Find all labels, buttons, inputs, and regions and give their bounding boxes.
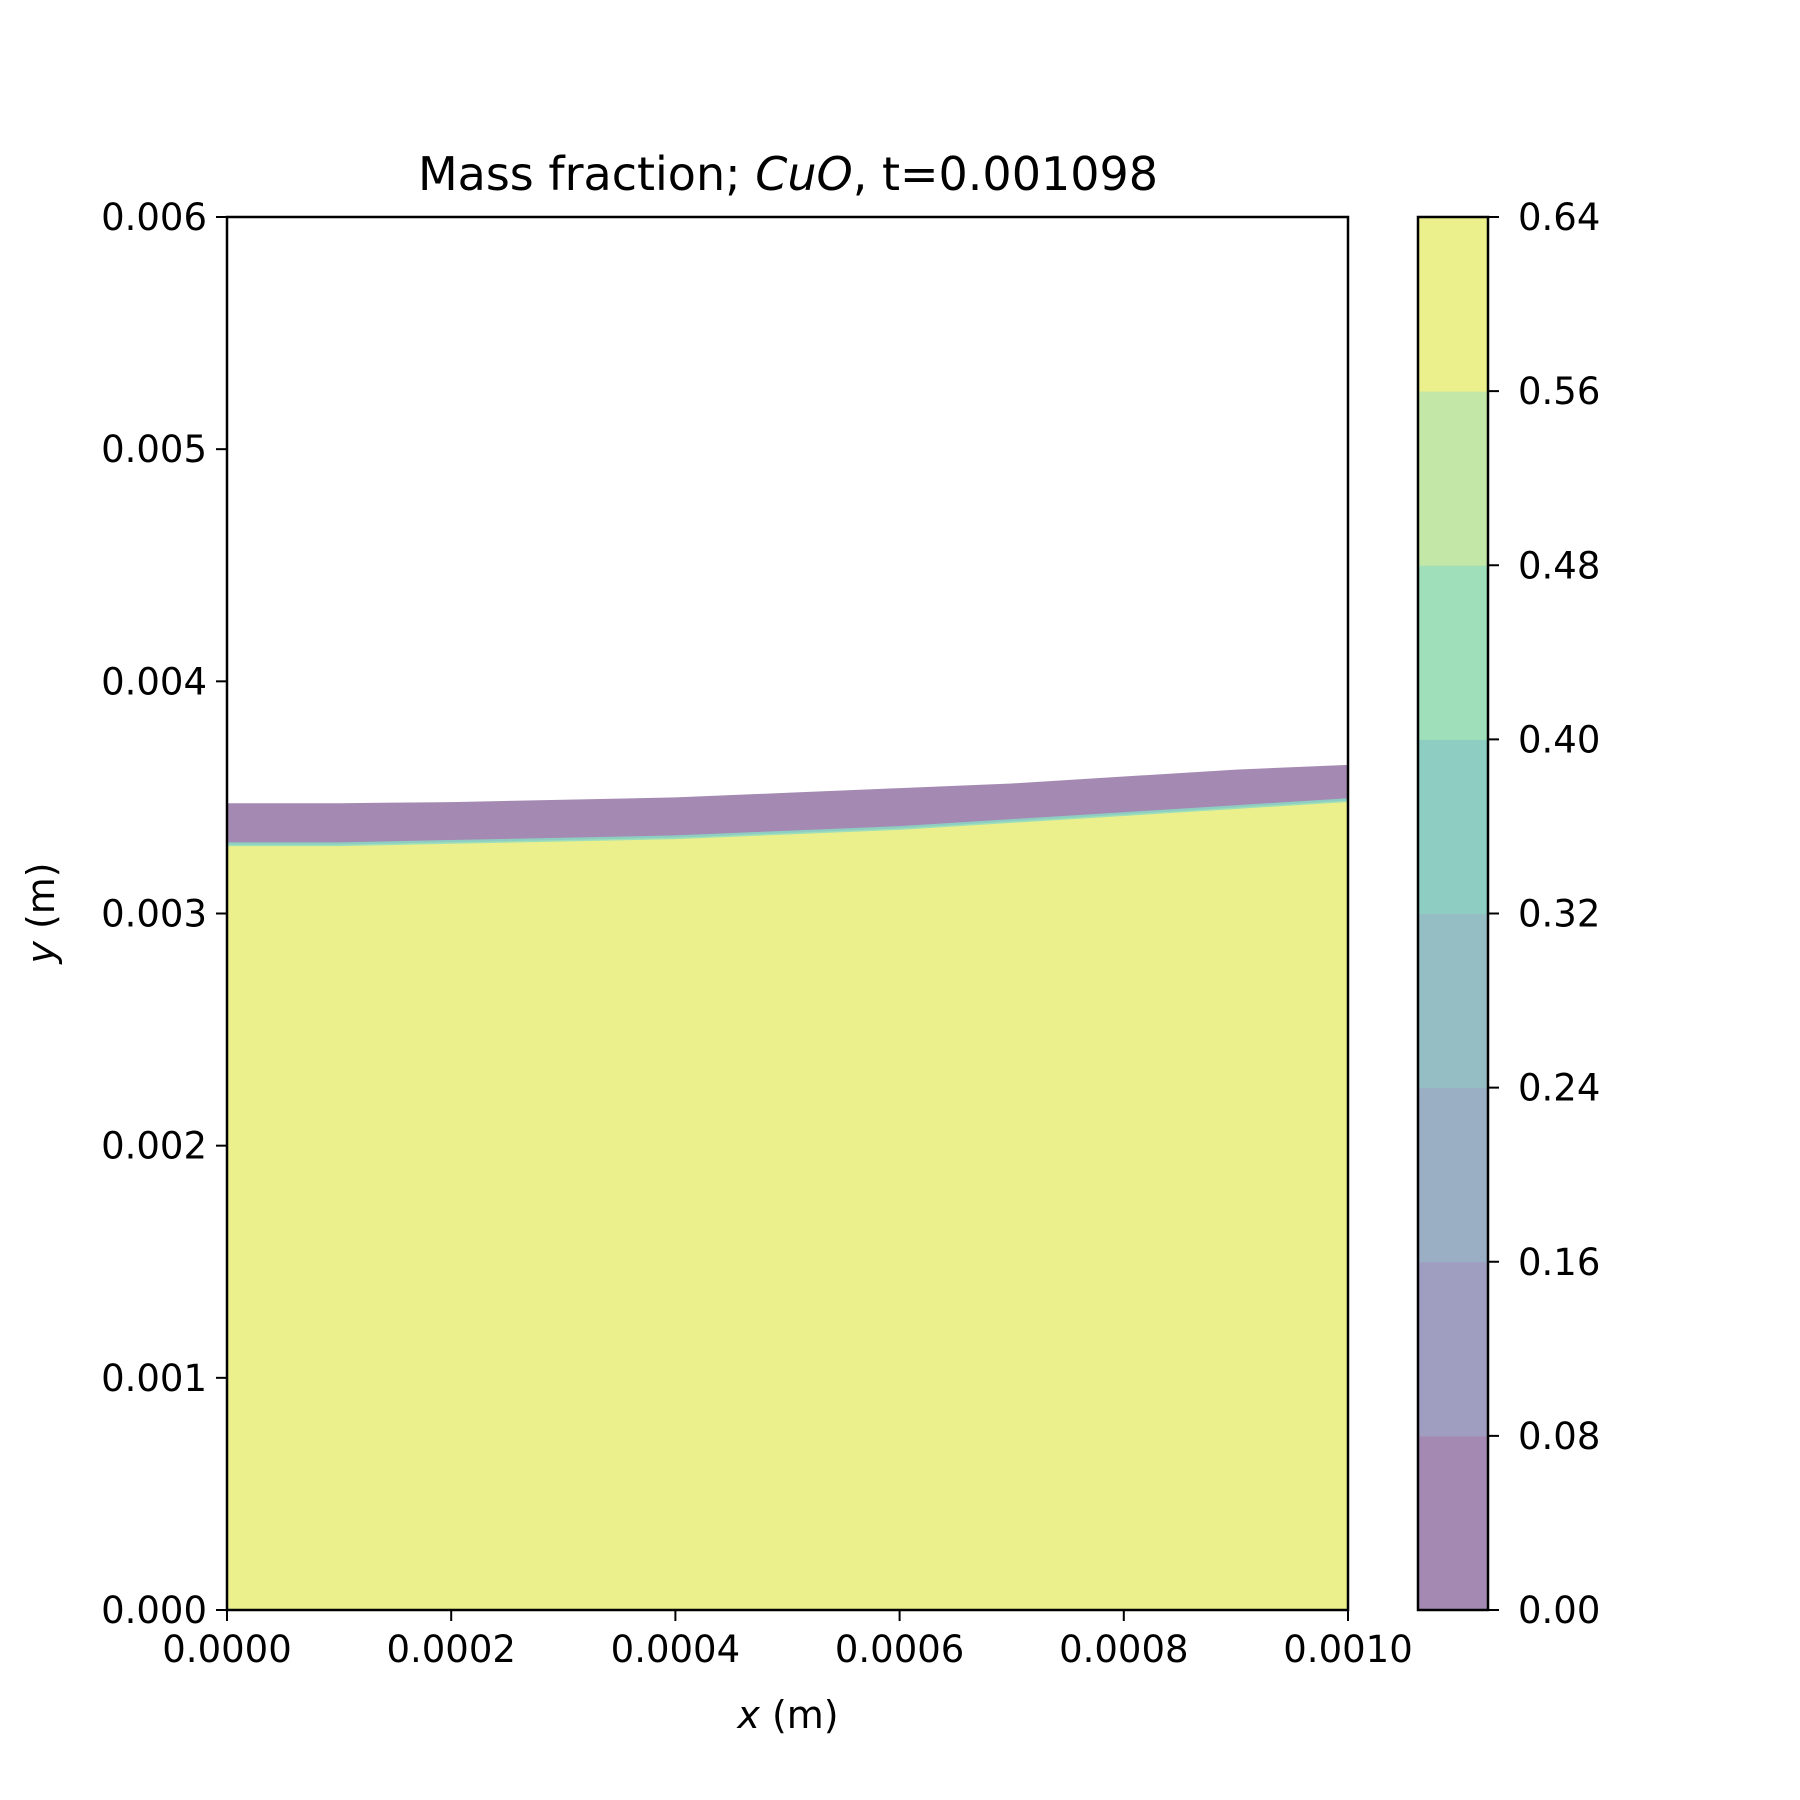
y-tick-label: 0.004 [101, 660, 207, 703]
y-tick-label: 0.000 [101, 1589, 207, 1632]
contour-region-low [227, 764, 1348, 844]
title-prefix: Mass fraction; [418, 147, 755, 201]
colorbar-tick-label: 0.32 [1518, 893, 1600, 936]
colorbar-segment [1418, 1261, 1488, 1437]
colorbar-segment [1418, 391, 1488, 566]
colorbar-segment [1418, 1087, 1488, 1263]
y-tick-label: 0.005 [101, 428, 207, 471]
y-axis-label-var: y [19, 941, 63, 965]
colorbar-segment [1418, 913, 1488, 1089]
chart-title: Mass fraction; CuO, t=0.001098 [418, 147, 1158, 201]
contour-line-upper-mid [227, 800, 1349, 847]
contour-fills [227, 764, 1349, 1610]
x-axis: 0.0000 0.0002 0.0004 0.0006 0.0008 0.0010 [162, 1610, 1413, 1671]
colorbar-segment [1418, 217, 1488, 392]
x-tick-label: 0.0008 [1059, 1628, 1188, 1671]
colorbar-tick-label: 0.08 [1518, 1415, 1600, 1458]
x-tick-label: 0.0000 [162, 1628, 291, 1671]
colorbar: 0.00 0.08 0.16 0.24 0.32 0.40 0.48 0.56 0.64 [1416, 196, 1600, 1632]
colorbar-segment [1418, 739, 1488, 914]
y-tick-label: 0.002 [101, 1125, 207, 1168]
x-axis-label: x (m) [736, 1693, 838, 1737]
x-tick-label: 0.0002 [386, 1628, 515, 1671]
x-axis-label-unit: (m) [760, 1693, 839, 1737]
title-species: CuO [755, 147, 852, 201]
x-tick-label: 0.0010 [1283, 1628, 1412, 1671]
title-suffix: , t=0.001098 [853, 147, 1158, 201]
colorbar-segment [1418, 565, 1488, 740]
colorbar-tick-label: 0.40 [1518, 718, 1600, 761]
y-axis: 0.000 0.001 0.002 0.003 0.004 0.005 0.006 [101, 196, 227, 1632]
colorbar-segment [1418, 1435, 1488, 1611]
x-tick-label: 0.0006 [835, 1628, 964, 1671]
contour-region-high [227, 799, 1348, 1610]
x-axis-label-var: x [736, 1693, 760, 1737]
colorbar-tick-label: 0.48 [1518, 544, 1600, 587]
y-tick-label: 0.001 [101, 1357, 207, 1400]
y-axis-label: y (m) [19, 862, 63, 964]
colorbar-tick-label: 0.64 [1518, 196, 1600, 239]
x-tick-label: 0.0004 [611, 1628, 740, 1671]
colorbar-tick-label: 0.16 [1518, 1241, 1600, 1284]
contour-line-mid [227, 798, 1349, 846]
colorbar-tick-label: 0.24 [1518, 1067, 1600, 1110]
colorbar-tick-label: 0.56 [1518, 370, 1600, 413]
colorbar-tick-label: 0.00 [1518, 1589, 1600, 1632]
y-tick-label: 0.003 [101, 893, 207, 936]
y-axis-label-unit: (m) [19, 862, 63, 941]
y-tick-label: 0.006 [101, 196, 207, 239]
